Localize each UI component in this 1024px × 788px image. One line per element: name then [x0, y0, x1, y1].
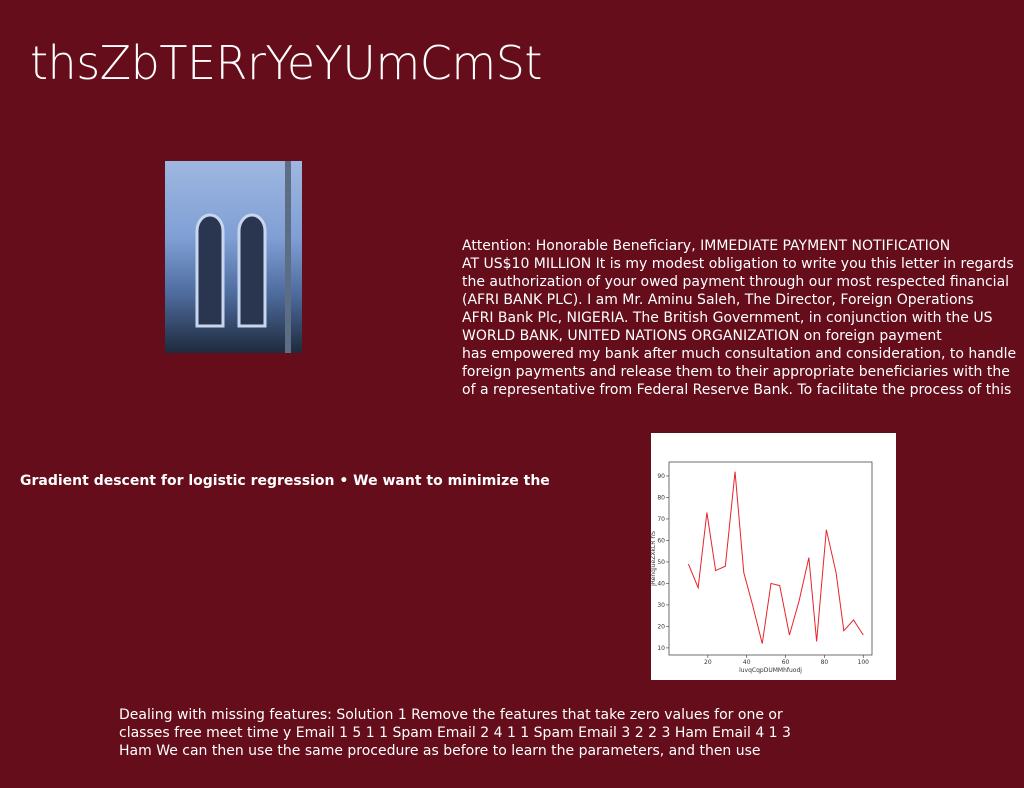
data-line	[687, 471, 864, 644]
y-tick-label: 10	[657, 645, 665, 652]
y-tick-label: 50	[657, 559, 665, 566]
text-line: AT US$10 MILLION It is my modest obligat…	[462, 256, 1014, 272]
y-tick-label: 20	[657, 623, 665, 630]
x-tick-label: 20	[704, 659, 712, 666]
y-tick-label: 90	[657, 473, 665, 480]
y-tick-label: 60	[657, 537, 665, 544]
y-tick-label: 40	[657, 580, 665, 587]
text-line: of a representative from Federal Reserve…	[462, 382, 1012, 398]
slide-title: thsZbTERrYeYUmCmSt	[30, 36, 542, 90]
chart: 20 40 60 80 100 10 20 30 40 50 60 70 80 90 luvqCqpDUMM…	[650, 461, 873, 674]
text-line: Ham We can then use the same procedure a…	[119, 743, 761, 759]
text-line: the authorization of your owed payment t…	[462, 274, 1010, 290]
text-line: WORLD BANK, UNITED NATIONS ORGANIZATION …	[462, 328, 942, 344]
y-tick-label: 30	[657, 602, 665, 609]
text-line: (AFRI BANK PLC). I am Mr. Aminu Saleh, T…	[462, 292, 974, 308]
text-line: Attention: Honorable Beneficiary, IMMEDI…	[462, 238, 951, 254]
x-tick-label: 100	[858, 659, 870, 666]
footer-text: Dealing with missing features: Solution …	[119, 706, 791, 760]
text-line: classes free meet time y Email 1 5 1 1 S…	[119, 725, 791, 741]
photo-art	[195, 161, 291, 353]
letter-text: Attention: Honorable Beneficiary, IMMEDI…	[462, 237, 1024, 399]
text-line: Dealing with missing features: Solution …	[119, 707, 783, 723]
y-tick-label: 80	[657, 494, 665, 501]
x-axis-label: luvqCqpDUMMhfuodj	[739, 667, 802, 674]
y-axis-label: jRenqJueZXkLR hS	[651, 531, 657, 587]
text-line: AFRI Bank Plc, NIGERIA. The British Gove…	[462, 310, 993, 326]
y-tick-label: 70	[657, 516, 665, 523]
text-line: has empowered my bank after much consult…	[462, 346, 1017, 362]
heading: Gradient descent for logistic regression…	[20, 473, 550, 489]
text-line: foreign payments and release them to the…	[462, 364, 1010, 380]
photo	[165, 161, 302, 353]
plot-frame	[668, 461, 873, 656]
x-tick-label: 60	[782, 659, 790, 666]
chart-image: 20 40 60 80 100 10 20 30 40 50 60 70 80 90 luvqCqpDUMM…	[650, 433, 896, 680]
x-tick-label: 80	[821, 659, 829, 666]
x-tick-label: 40	[743, 659, 751, 666]
